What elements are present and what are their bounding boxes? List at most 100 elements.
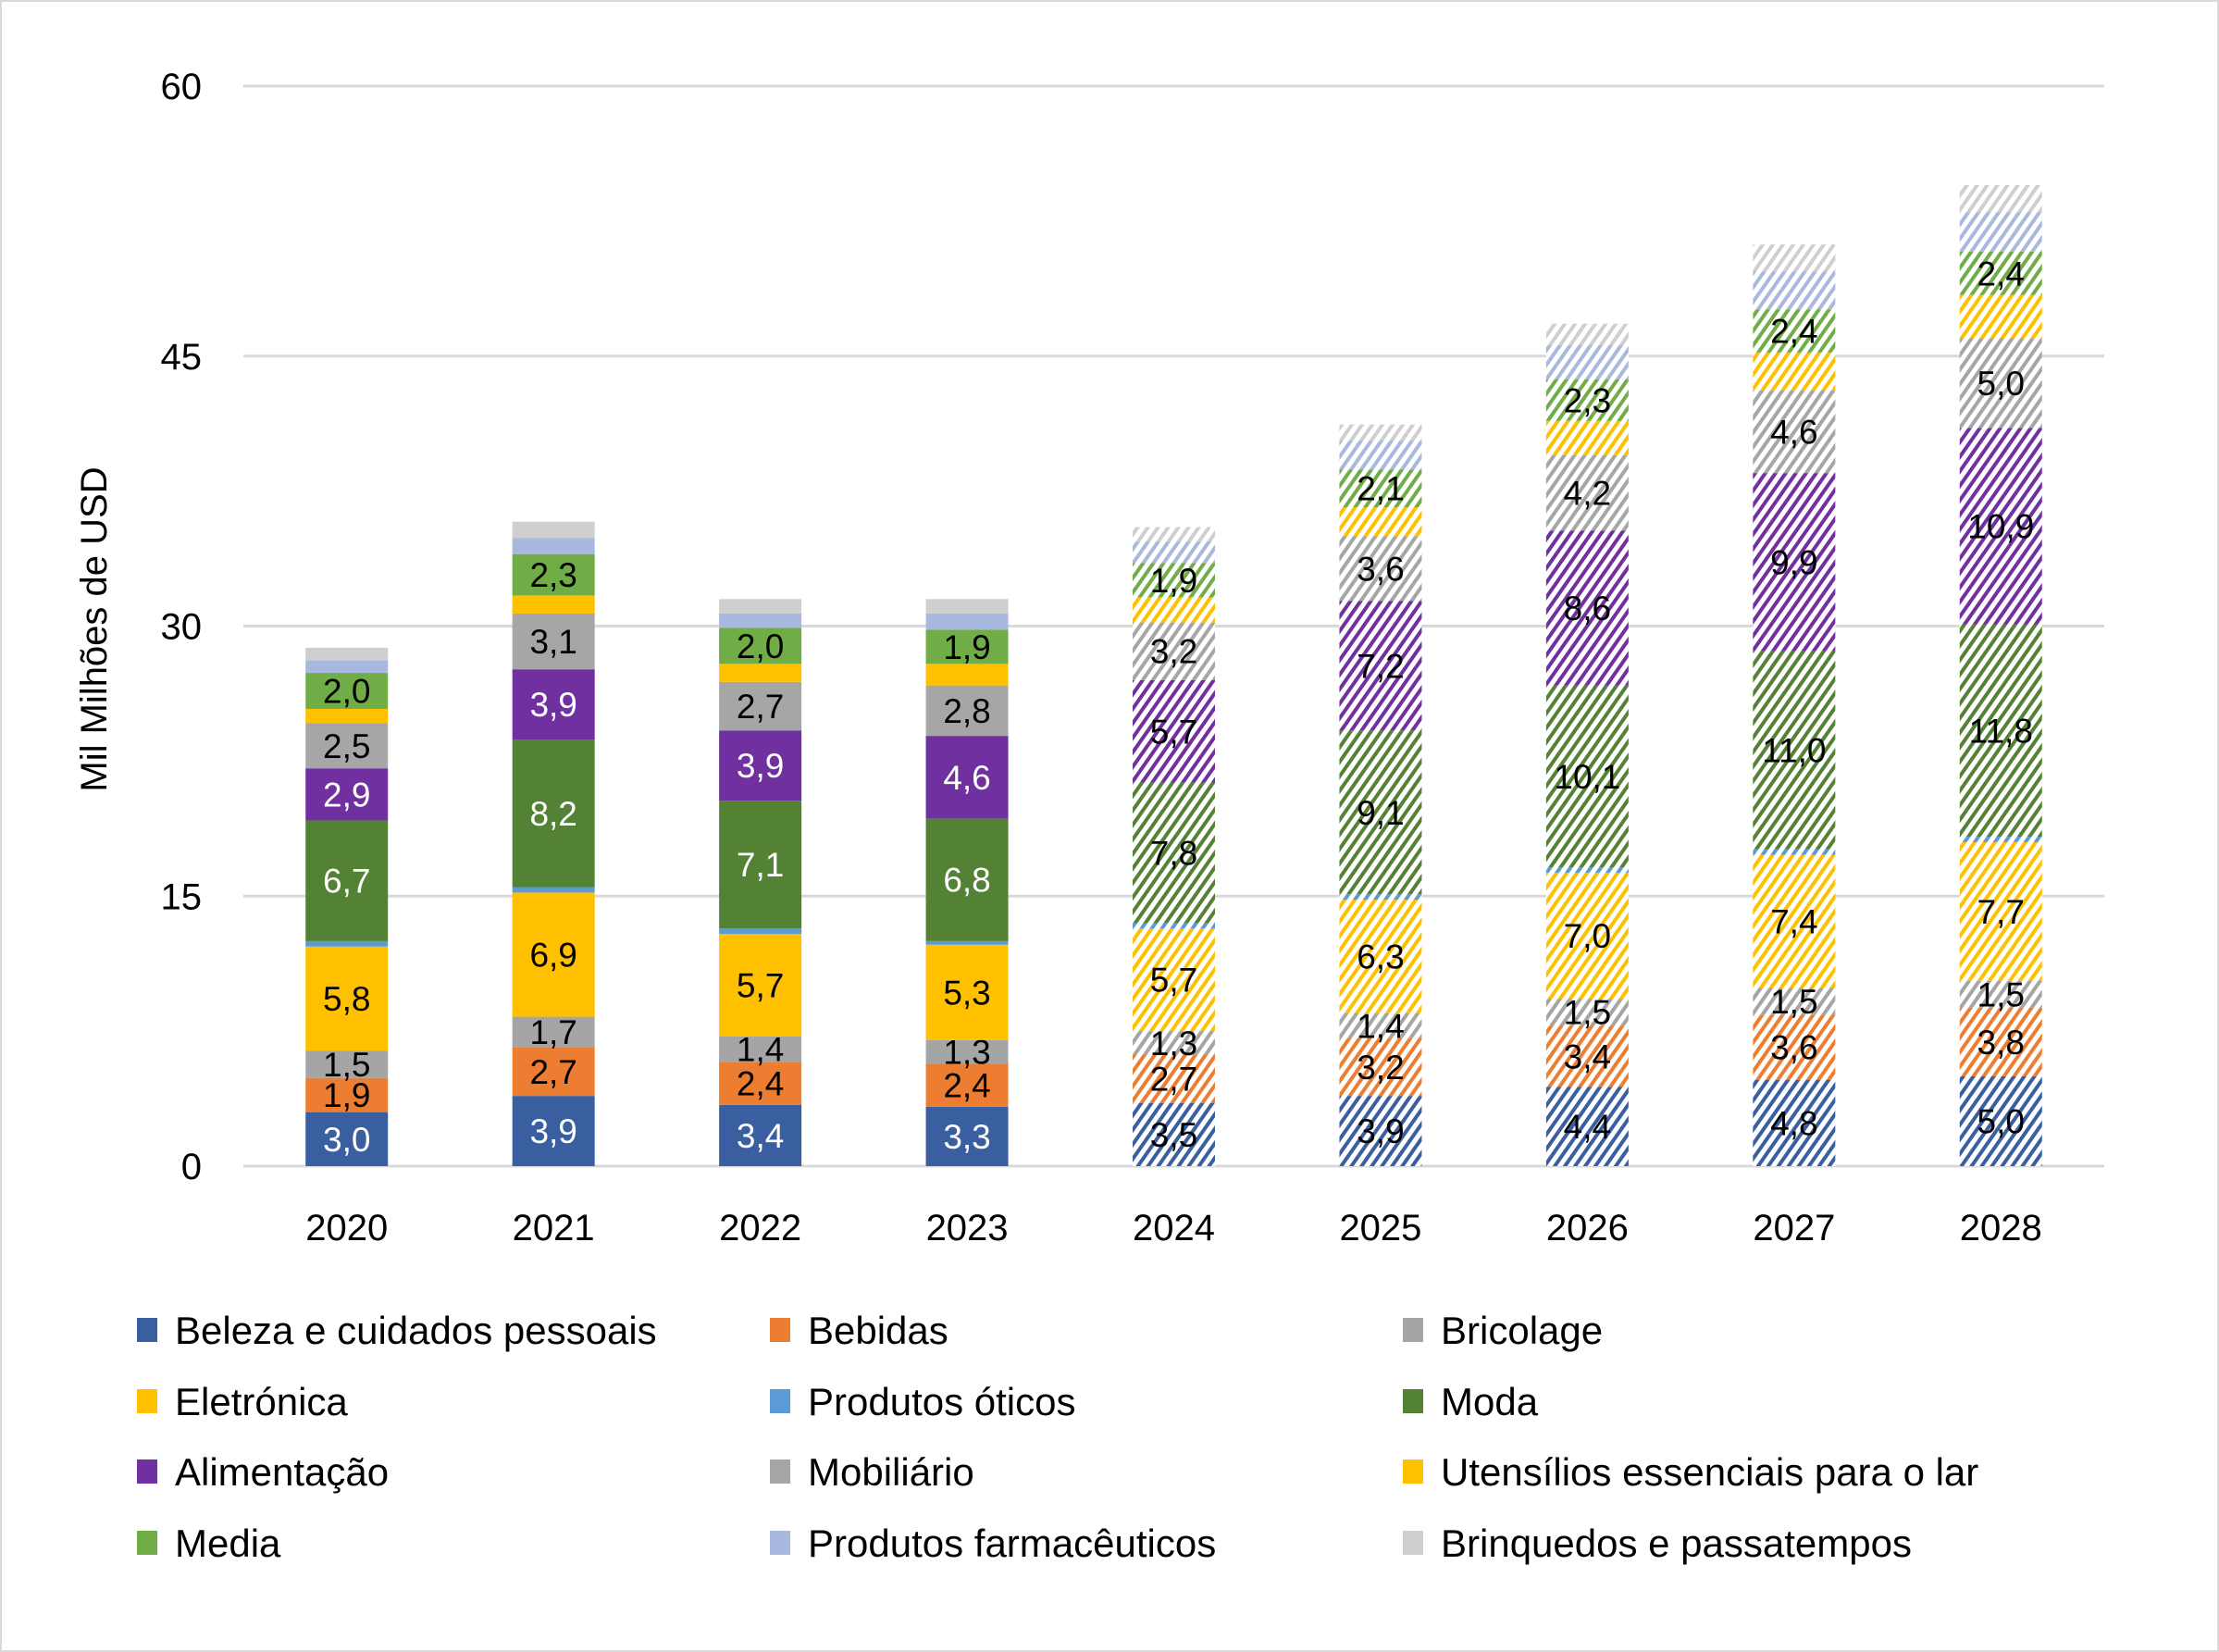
- data-label: 5,8: [323, 980, 370, 1018]
- data-label: 4,4: [1564, 1108, 1611, 1146]
- bar-segment: [1133, 923, 1215, 929]
- bar-segment: [1753, 352, 1836, 391]
- data-label: 4,8: [1770, 1104, 1817, 1142]
- bar-segment: [305, 1050, 389, 1078]
- bar-segment: [1133, 563, 1215, 598]
- legend-label: Produtos óticos: [808, 1380, 1076, 1423]
- legend-swatch: [770, 1389, 790, 1413]
- legend-swatch: [137, 1318, 157, 1342]
- bar-segment: [1545, 999, 1629, 1026]
- y-tick-label: 45: [161, 337, 203, 378]
- data-label: 1,7: [529, 1013, 576, 1051]
- bar-segment: [1339, 441, 1422, 470]
- bar-segment: [719, 1036, 802, 1062]
- bar-segment: [1959, 294, 2042, 339]
- legend-swatch: [1403, 1318, 1423, 1342]
- bar-segment: [1545, 454, 1629, 531]
- data-label: 5,7: [737, 967, 784, 1005]
- y-axis-ticks: 0 15 30 45 60: [161, 67, 203, 1187]
- bar-segment: [1339, 900, 1422, 1013]
- data-label: 1,5: [1564, 994, 1611, 1032]
- bar-segment: [719, 928, 802, 935]
- data-label: 4,2: [1564, 475, 1611, 513]
- bar-segment: [719, 1062, 802, 1105]
- bar-segment: [1545, 420, 1629, 455]
- data-label: 2,0: [737, 627, 784, 665]
- x-tick-label: 2026: [1546, 1208, 1629, 1248]
- bar-segment: [305, 647, 389, 661]
- legend-label: Brinquedos e passatempos: [1441, 1522, 1912, 1565]
- bar-segment: [719, 934, 802, 1037]
- legend-item: Eletrónica: [137, 1380, 348, 1423]
- bar-segment: [719, 801, 802, 929]
- bar-segment: [512, 1016, 595, 1048]
- x-tick-label: 2027: [1753, 1208, 1835, 1248]
- x-tick-label: 2024: [1133, 1208, 1215, 1248]
- data-label: 2,5: [323, 727, 370, 765]
- bar-segment: [305, 673, 389, 709]
- data-label: 1,9: [943, 628, 990, 666]
- bars: 3,01,91,55,86,72,92,52,03,92,71,76,98,23…: [305, 184, 2042, 1166]
- data-label: 2,7: [1150, 1061, 1197, 1099]
- legend-item: Bricolage: [1403, 1309, 1603, 1352]
- data-label: 5,0: [1977, 365, 2025, 403]
- bar-segment: [1959, 837, 2042, 842]
- y-tick-label: 15: [161, 876, 203, 917]
- bar-segment: [1339, 536, 1422, 602]
- legend-swatch: [137, 1389, 157, 1413]
- bar-segment: [1545, 1025, 1629, 1087]
- data-label: 3,9: [529, 1112, 576, 1150]
- data-label: 8,6: [1564, 590, 1611, 627]
- x-tick-label: 2028: [1960, 1208, 2042, 1248]
- data-label: 3,6: [1770, 1029, 1817, 1067]
- bar-segment: [1545, 323, 1629, 346]
- bar-segment: [512, 521, 595, 539]
- bar-segment: [1545, 530, 1629, 686]
- bar-segment: [305, 940, 389, 947]
- bar-segment: [1753, 309, 1836, 353]
- bar-segment: [305, 820, 389, 941]
- data-label: 4,6: [943, 759, 990, 797]
- bar-segment: [1133, 527, 1215, 542]
- x-tick-label: 2020: [305, 1208, 388, 1248]
- bar-segment: [719, 730, 802, 801]
- data-label: 7,8: [1150, 835, 1197, 873]
- data-label: 5,3: [943, 974, 990, 1012]
- bar-segment: [305, 723, 389, 769]
- bar-segment: [1753, 849, 1836, 855]
- data-label: 6,8: [943, 862, 990, 900]
- bar-segment: [719, 627, 802, 665]
- data-label: 4,6: [1770, 413, 1817, 451]
- bar-segment: [1545, 379, 1629, 421]
- bar-segment: [1545, 872, 1629, 1000]
- data-label: 3,4: [1564, 1037, 1611, 1075]
- bar-segment: [1133, 541, 1215, 564]
- y-tick-label: 0: [181, 1147, 202, 1187]
- legend-swatch: [770, 1531, 790, 1555]
- x-axis-ticks: 2020 2021 2022 2023 2024 2025 2026 2027 2028: [305, 1208, 2042, 1248]
- bar-segment: [1545, 1087, 1629, 1166]
- data-label: 2,4: [943, 1066, 990, 1104]
- bar-segment: [1959, 428, 2042, 625]
- legend-item: Produtos óticos: [770, 1380, 1076, 1423]
- data-label: 3,9: [1357, 1112, 1404, 1150]
- bar-segment: [925, 818, 1009, 941]
- legend-swatch: [137, 1531, 157, 1555]
- data-label: 5,7: [1150, 713, 1197, 751]
- data-label: 11,8: [1969, 712, 2033, 750]
- legend-label: Alimentação: [175, 1450, 389, 1494]
- data-label: 2,0: [323, 673, 370, 711]
- bar-stack-2028: 5,0 3,8 1,5 7,7 11,8 10,9 5,0 2,4: [1959, 184, 2042, 1166]
- data-label: 6,9: [529, 936, 576, 974]
- bar-segment: [1339, 1012, 1422, 1038]
- data-label: 3,2: [1150, 633, 1197, 671]
- bar-segment: [925, 629, 1009, 665]
- bar-segment: [1959, 184, 2042, 213]
- legend-swatch: [770, 1318, 790, 1342]
- bar-stack-2022: 3,4 2,41,4 5,7 7,1 3,9 2,7 2,0: [719, 599, 802, 1166]
- data-label: 2,4: [737, 1065, 784, 1103]
- bar-segment: [305, 660, 389, 674]
- data-label: 2,7: [529, 1053, 576, 1091]
- data-label: 2,3: [1564, 381, 1611, 419]
